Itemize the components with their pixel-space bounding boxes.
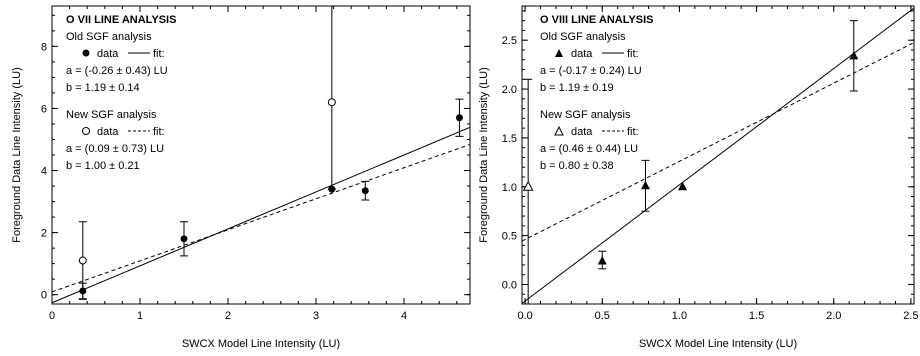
o7-old-b-value: b = 1.19 ± 0.14 bbox=[66, 82, 140, 94]
o8-chart-panel: 0.0 0.5 1.0 1.5 2.0 2.5 0.0 0.5 1.0 1.5 2.0 2.5 SWC… bbox=[478, 5, 919, 350]
o7-title: O VII LINE ANALYSIS bbox=[66, 14, 176, 26]
o8-data-point-filled-triangle bbox=[678, 181, 688, 191]
o8-data-point-filled-triangle bbox=[849, 50, 859, 60]
o7-legend: O VII LINE ANALYSIS Old SGF analysis dat… bbox=[66, 14, 176, 172]
o8-y-tick-label: 2.0 bbox=[502, 84, 517, 96]
o8-x-tick-label: 1.5 bbox=[749, 310, 764, 322]
o7-y-tick-label: 8 bbox=[41, 41, 47, 53]
o8-new-fit-label: fit: bbox=[627, 126, 639, 138]
o7-fit-line-solid bbox=[51, 126, 471, 304]
o7-new-b-value: b = 1.00 ± 0.21 bbox=[66, 160, 140, 172]
o7-chart-panel: 0 1 2 3 4 0 2 4 6 8 SWCX Model Line Intensity (LU… bbox=[11, 5, 471, 350]
o8-data-marks bbox=[522, 20, 859, 305]
o7-new-data-label: data bbox=[97, 126, 119, 138]
o7-y-tick-label: 0 bbox=[41, 290, 47, 302]
o8-old-data-label: data bbox=[571, 48, 593, 60]
o7-tick-labels: 0 1 2 3 4 0 2 4 6 8 bbox=[41, 41, 407, 322]
o8-y-tick-label: 1.5 bbox=[502, 133, 517, 145]
o7-data-point-filled-circle bbox=[455, 114, 463, 122]
o8-old-fit-label: fit: bbox=[627, 48, 639, 60]
o8-legend-open-triangle-icon bbox=[554, 125, 564, 136]
o8-x-tick-label: 2.5 bbox=[903, 310, 918, 322]
o7-new-a-value: a = (0.09 ± 0.73) LU bbox=[66, 143, 164, 155]
o7-fit-lines bbox=[51, 126, 471, 304]
o7-data-point-filled-circle bbox=[361, 187, 369, 195]
o8-old-heading: Old SGF analysis bbox=[540, 31, 626, 43]
o7-y-tick-label: 6 bbox=[41, 103, 47, 115]
o7-fit-line-dashed bbox=[51, 143, 471, 293]
o8-data-point-filled-triangle bbox=[597, 256, 607, 265]
o7-old-data-label: data bbox=[97, 48, 119, 60]
o8-x-tick-label: 1.0 bbox=[672, 310, 687, 322]
o7-old-a-value: a = (-0.26 ± 0.43) LU bbox=[66, 65, 168, 77]
o7-x-tick-label: 3 bbox=[313, 310, 319, 322]
o8-new-a-value: a = (0.46 ± 0.44) LU bbox=[540, 143, 638, 155]
o7-legend-filled-circle-icon bbox=[82, 49, 90, 57]
o8-x-tick-label: 0.0 bbox=[517, 310, 532, 322]
o8-new-heading: New SGF analysis bbox=[540, 109, 631, 121]
o8-y-tick-label: 1.0 bbox=[502, 182, 517, 194]
o8-old-b-value: b = 1.19 ± 0.19 bbox=[540, 82, 614, 94]
o7-x-tick-label: 2 bbox=[225, 310, 231, 322]
o7-x-tick-label: 1 bbox=[137, 310, 143, 322]
o7-x-tick-label: 4 bbox=[401, 310, 407, 322]
o8-plot-frame bbox=[521, 5, 915, 305]
o7-old-fit-label: fit: bbox=[153, 48, 165, 60]
o8-legend-filled-triangle-icon bbox=[555, 49, 563, 57]
o8-y-tick-label: 0.0 bbox=[502, 279, 517, 291]
o7-data-point-open-circle bbox=[78, 256, 87, 265]
o8-fit-line-solid bbox=[521, 7, 915, 304]
o8-new-b-value: b = 0.80 ± 0.38 bbox=[540, 160, 614, 172]
o8-x-axis-title: SWCX Model Line Intensity (LU) bbox=[639, 338, 797, 350]
o7-y-tick-label: 2 bbox=[41, 228, 47, 240]
o8-old-a-value: a = (-0.17 ± 0.24) LU bbox=[540, 65, 642, 77]
o8-legend: O VIII LINE ANALYSIS Old SGF analysis da… bbox=[540, 14, 654, 172]
o8-tick-labels: 0.0 0.5 1.0 1.5 2.0 2.5 0.0 0.5 1.0 1.5 2.0 2.5 bbox=[502, 35, 919, 322]
o8-y-tick-label: 2.5 bbox=[502, 35, 517, 47]
o8-data-point-open-triangle bbox=[522, 180, 534, 191]
o7-new-fit-label: fit: bbox=[153, 126, 165, 138]
o8-y-tick-label: 0.5 bbox=[502, 231, 517, 243]
o7-ticks bbox=[51, 6, 470, 304]
o7-legend-open-circle-icon bbox=[82, 127, 90, 135]
o7-old-heading: Old SGF analysis bbox=[66, 31, 152, 43]
o8-new-data-label: data bbox=[571, 126, 593, 138]
o8-title: O VIII LINE ANALYSIS bbox=[540, 14, 654, 26]
o7-data-point-filled-circle bbox=[180, 235, 188, 243]
o7-x-tick-label: 0 bbox=[49, 310, 55, 322]
o8-x-tick-label: 0.5 bbox=[595, 310, 610, 322]
o7-y-axis-title: Foreground Data Line Intensity (LU) bbox=[11, 67, 23, 242]
o8-x-tick-label: 2.0 bbox=[826, 310, 841, 322]
o8-data-point-filled-triangle bbox=[640, 180, 650, 190]
o8-fit-line-dashed bbox=[521, 42, 915, 242]
o8-ticks bbox=[522, 6, 914, 305]
o8-fit-lines bbox=[521, 7, 915, 304]
o7-y-tick-label: 4 bbox=[41, 166, 47, 178]
o7-x-axis-title: SWCX Model Line Intensity (LU) bbox=[182, 338, 340, 350]
o7-data-marks bbox=[78, 6, 464, 300]
o7-data-point-open-circle bbox=[327, 98, 336, 107]
o8-y-axis-title: Foreground Data Line Intensity (LU) bbox=[478, 67, 490, 242]
o7-new-heading: New SGF analysis bbox=[66, 109, 157, 121]
